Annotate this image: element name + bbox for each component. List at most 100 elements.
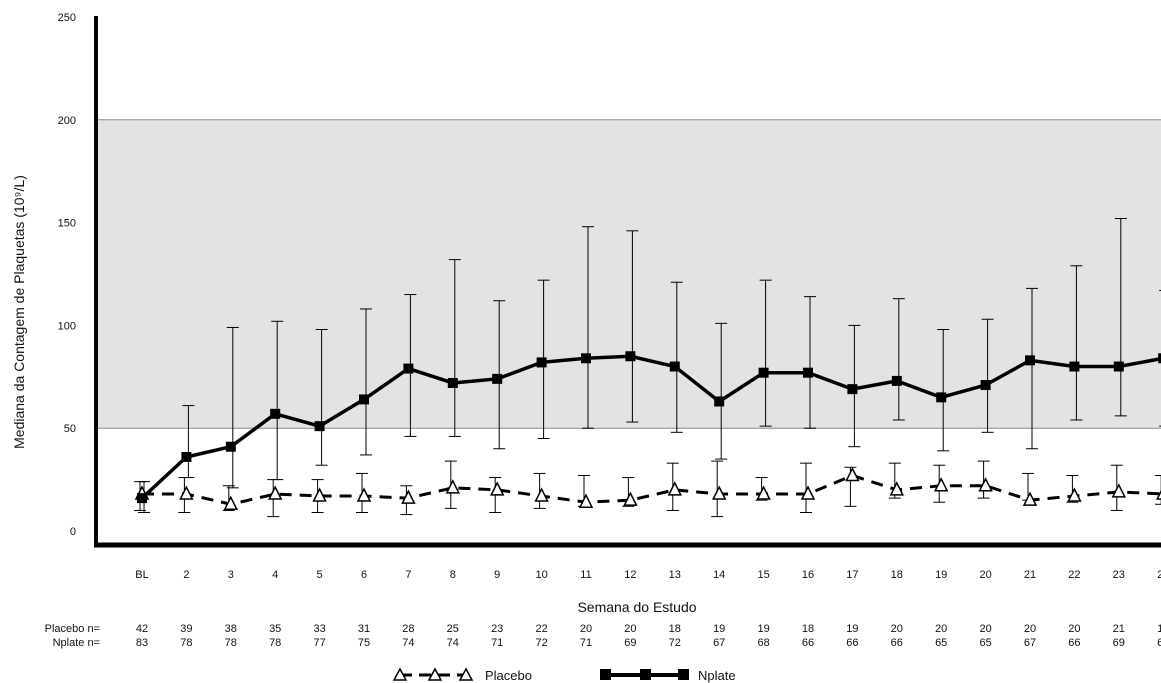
placebo-point-20 xyxy=(978,477,993,492)
x-tick-label-7: 7 xyxy=(405,569,411,581)
nplate-point-21 xyxy=(1025,355,1035,366)
legend: Placebo Nplate xyxy=(392,667,736,683)
x-tick-label-22: 22 xyxy=(1068,569,1080,581)
x-tick-label-10: 10 xyxy=(535,569,547,581)
n-counts: 42 39 38 35 33 31 28 25 23 22 20 20 18 19 19 18 19 20 20 20… xyxy=(136,623,1161,649)
placebo-point-6 xyxy=(356,487,372,502)
placebo-point-15 xyxy=(756,485,771,500)
nplate-point-4 xyxy=(270,408,281,419)
nplate-point-7 xyxy=(403,363,414,374)
nplate-point-8 xyxy=(447,377,458,388)
nplate-n-16: 66 xyxy=(802,637,814,649)
placebo-n-3: 38 xyxy=(225,623,237,635)
placebo-point-14 xyxy=(711,485,727,500)
placebo-n-13: 18 xyxy=(669,623,681,635)
nplate-n-3: 78 xyxy=(225,637,237,649)
nplate-n-24: 68 xyxy=(1157,637,1161,649)
nplate-n-BL: 83 xyxy=(136,637,148,649)
x-tick-labels: BL23456789101112131415161718192021222324 xyxy=(135,569,1161,581)
error-bar-nplate-14 xyxy=(715,322,728,460)
error-bar-placebo-16 xyxy=(800,462,812,513)
placebo-point-18 xyxy=(889,481,905,496)
nplate-n-17: 66 xyxy=(846,637,858,649)
placebo-n-22: 20 xyxy=(1068,623,1080,635)
nplate-point-11 xyxy=(581,353,591,364)
nplate-point-19 xyxy=(936,392,947,403)
nplate-n-7: 74 xyxy=(402,637,414,649)
nplate-n-10: 72 xyxy=(535,637,547,649)
placebo-n-14: 19 xyxy=(713,623,725,635)
placebo-n-23: 21 xyxy=(1113,623,1125,635)
error-bars xyxy=(134,217,1161,518)
nplate-point-24 xyxy=(1158,353,1161,364)
nplate-n-6: 75 xyxy=(358,637,370,649)
nplate-point-22 xyxy=(1069,361,1080,372)
placebo-point-22 xyxy=(1067,487,1082,502)
nplate-n-4: 78 xyxy=(269,637,281,649)
nplate-point-13 xyxy=(669,361,680,372)
error-bar-nplate-5 xyxy=(315,329,328,466)
placebo-n-21: 20 xyxy=(1024,623,1036,635)
error-bar-nplate-13 xyxy=(670,281,683,433)
shaded-target-band xyxy=(97,119,1161,429)
x-tick-label-24: 24 xyxy=(1157,569,1161,581)
nplate-point-2 xyxy=(181,451,192,462)
nplate-n-19: 65 xyxy=(935,637,947,649)
placebo-point-12 xyxy=(623,491,638,506)
placebo-point-11 xyxy=(578,493,594,508)
placebo-n-8: 25 xyxy=(447,623,459,635)
placebo-n-BL: 42 xyxy=(136,623,148,635)
nplate-point-14 xyxy=(714,396,725,407)
placebo-point-5 xyxy=(312,487,327,502)
nplate-n-18: 66 xyxy=(891,637,903,649)
nplate-point-15 xyxy=(758,367,769,378)
error-bar-nplate-12 xyxy=(626,230,639,423)
placebo-point-8 xyxy=(445,479,461,494)
placebo-point-21 xyxy=(1022,491,1038,506)
error-bar-nplate-3 xyxy=(226,326,239,489)
x-tick-label-13: 13 xyxy=(669,569,681,581)
error-bar-placebo-20 xyxy=(977,460,990,499)
nplate-n-14: 67 xyxy=(713,637,725,649)
nplate-n-20: 65 xyxy=(979,637,991,649)
placebo-n-17: 19 xyxy=(846,623,858,635)
placebo-n-2: 39 xyxy=(180,623,192,635)
nplate-point-23 xyxy=(1113,361,1124,372)
error-bar-nplate-19 xyxy=(937,329,950,452)
x-tick-label-3: 3 xyxy=(228,569,234,581)
placebo-n-19: 20 xyxy=(935,623,947,635)
nplate-point-16 xyxy=(803,367,813,378)
error-bar-nplate-6 xyxy=(360,308,372,456)
placebo-point-9 xyxy=(489,481,505,496)
error-bar-nplate-8 xyxy=(448,259,461,437)
nplate-point-3 xyxy=(225,441,236,452)
x-tick-label-9: 9 xyxy=(494,569,500,581)
x-tick-label-11: 11 xyxy=(580,569,591,581)
placebo-point-7 xyxy=(401,489,416,504)
series-line-nplate xyxy=(140,354,1161,500)
nplate-point-10 xyxy=(536,357,547,368)
x-tick-label-15: 15 xyxy=(757,569,769,581)
x-tick-label-14: 14 xyxy=(713,569,725,581)
placebo-n-16: 18 xyxy=(802,623,814,635)
error-bar-nplate-11 xyxy=(582,226,594,429)
placebo-point-3 xyxy=(223,495,239,511)
nplate-point-12 xyxy=(625,351,636,362)
x-tick-label-17: 17 xyxy=(846,569,858,581)
y-tick-labels: 0 50 100 150 200 250 xyxy=(58,12,76,538)
nplate-n-22: 66 xyxy=(1068,637,1080,649)
x-tick-label-8: 8 xyxy=(450,569,456,581)
placebo-point-16 xyxy=(800,485,816,500)
x-tick-label-19: 19 xyxy=(935,569,947,581)
x-tick-label-6: 6 xyxy=(361,569,367,581)
placebo-n-12: 20 xyxy=(624,623,636,635)
gridlines xyxy=(97,119,1161,429)
series-markers xyxy=(134,351,1161,511)
y-tick-label-0: 0 xyxy=(70,526,76,538)
placebo-n-5: 33 xyxy=(313,623,325,635)
x-tick-label-23: 23 xyxy=(1113,569,1125,581)
x-axis-title: Semana do Estudo xyxy=(577,599,696,615)
placebo-n-11: 20 xyxy=(580,623,592,635)
placebo-point-13 xyxy=(667,481,683,496)
